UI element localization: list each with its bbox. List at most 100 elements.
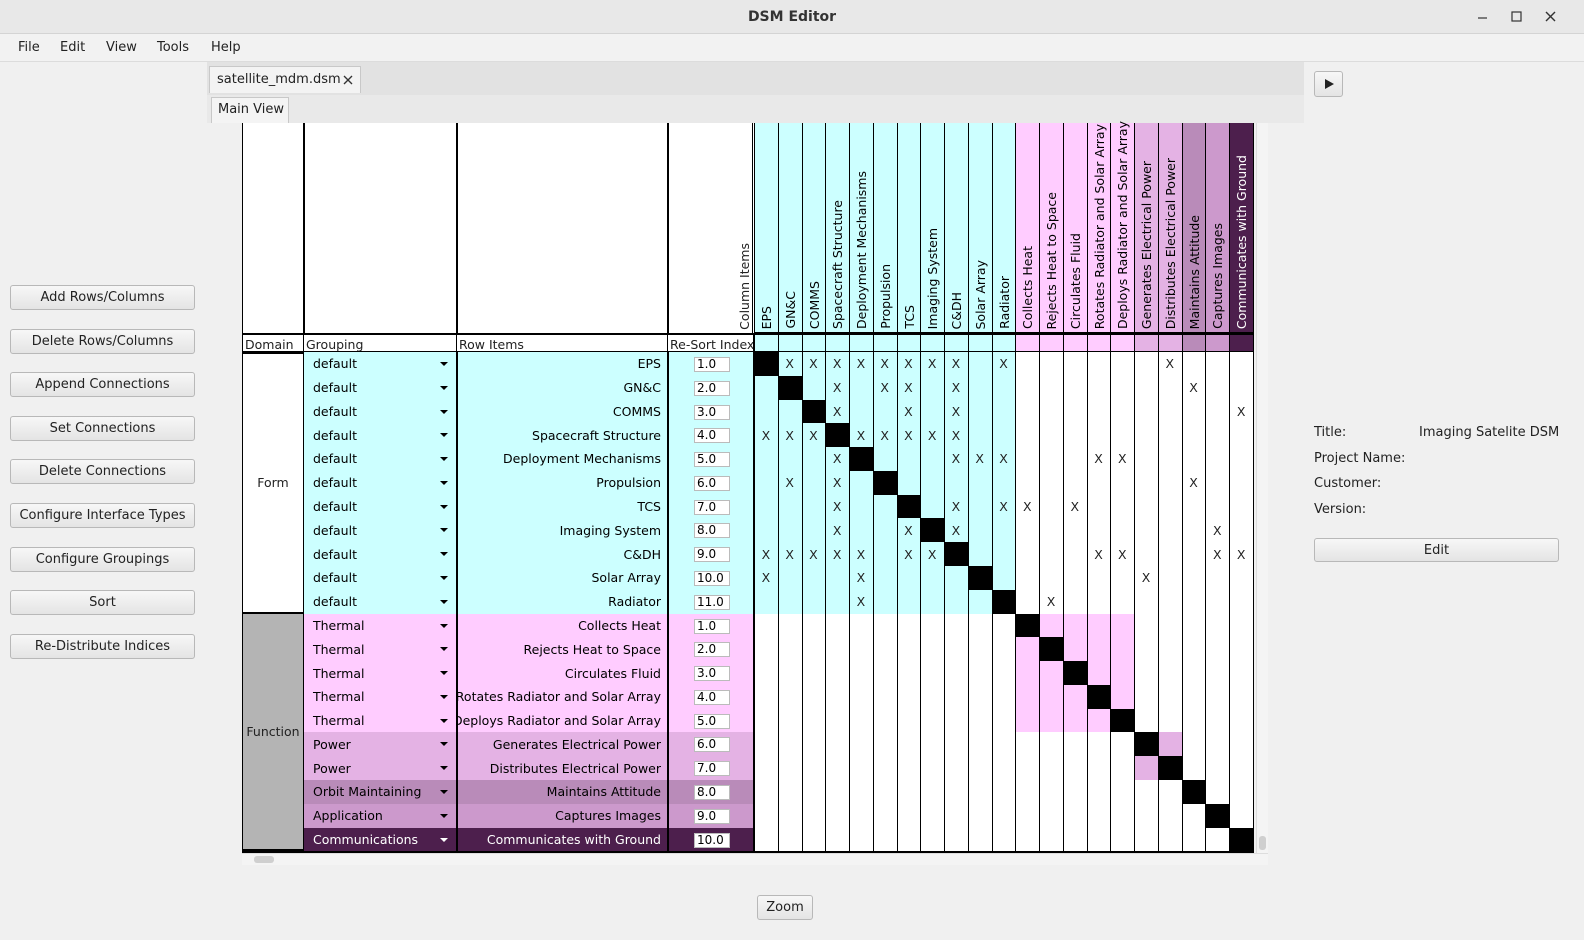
matrix-cell[interactable] <box>991 494 1017 520</box>
matrix-cell[interactable] <box>1205 494 1231 520</box>
matrix-cell[interactable] <box>872 470 898 496</box>
matrix-cell[interactable] <box>1229 684 1254 710</box>
matrix-cell[interactable] <box>920 542 946 567</box>
matrix-cell[interactable] <box>1157 399 1183 425</box>
matrix-cell[interactable] <box>1039 589 1064 615</box>
matrix-cell[interactable] <box>872 423 898 449</box>
matrix-cell[interactable] <box>849 780 874 805</box>
matrix-cell[interactable] <box>1134 661 1159 686</box>
window-controls[interactable] <box>1470 8 1570 26</box>
matrix-cell[interactable] <box>1039 399 1064 425</box>
matrix-cell[interactable] <box>1229 423 1254 449</box>
grouping-dropdown[interactable]: Thermal <box>304 708 457 734</box>
matrix-cell[interactable] <box>896 470 922 496</box>
matrix-cell[interactable] <box>1015 732 1041 758</box>
matrix-cell[interactable] <box>849 494 874 520</box>
matrix-cell[interactable] <box>1062 494 1088 520</box>
matrix-cell[interactable] <box>1205 399 1231 425</box>
matrix-cell[interactable] <box>967 613 993 639</box>
matrix-cell[interactable] <box>1134 375 1159 401</box>
grouping-dropdown[interactable]: default <box>304 589 457 615</box>
matrix-cell[interactable] <box>1110 352 1136 377</box>
matrix-cell[interactable] <box>896 637 922 663</box>
index-input[interactable]: 6.0 <box>694 737 730 753</box>
matrix-cell[interactable] <box>967 352 993 377</box>
matrix-cell[interactable] <box>1086 470 1112 496</box>
matrix-cell[interactable] <box>825 780 851 805</box>
matrix-cell[interactable] <box>1157 494 1183 520</box>
matrix-cell[interactable] <box>801 708 827 734</box>
matrix-cell[interactable] <box>777 637 803 663</box>
matrix-cell[interactable] <box>896 423 922 449</box>
matrix-cell[interactable] <box>872 803 898 829</box>
matrix-cell[interactable] <box>849 684 874 710</box>
menu-item[interactable]: Tools <box>157 40 190 55</box>
matrix-cell[interactable] <box>849 399 874 425</box>
matrix-cell[interactable] <box>777 661 803 686</box>
matrix-cell[interactable] <box>920 661 946 686</box>
menu-item[interactable]: Help <box>211 40 241 55</box>
matrix-cell[interactable] <box>777 732 803 758</box>
matrix-cell[interactable] <box>1086 589 1112 615</box>
matrix-cell[interactable] <box>920 423 946 449</box>
matrix-cell[interactable] <box>1086 732 1112 758</box>
grouping-dropdown[interactable]: default <box>304 399 457 425</box>
matrix-cell[interactable] <box>1039 494 1064 520</box>
matrix-cell[interactable] <box>1039 684 1064 710</box>
matrix-cell[interactable] <box>1110 827 1136 853</box>
menu-item[interactable]: File <box>18 40 40 55</box>
matrix-cell[interactable] <box>944 447 969 472</box>
matrix-cell[interactable] <box>872 708 898 734</box>
matrix-cell[interactable] <box>777 827 803 853</box>
matrix-cell[interactable] <box>896 780 922 805</box>
matrix-cell[interactable] <box>1134 684 1159 710</box>
matrix-cell[interactable] <box>1205 661 1231 686</box>
matrix-cell[interactable] <box>1134 803 1159 829</box>
matrix-cell[interactable] <box>920 518 946 544</box>
matrix-cell[interactable] <box>825 423 851 449</box>
matrix-cell[interactable] <box>801 661 827 686</box>
matrix-cell[interactable] <box>825 518 851 544</box>
matrix-cell[interactable] <box>1205 708 1231 734</box>
matrix-cell[interactable] <box>801 494 827 520</box>
matrix-cell[interactable] <box>991 827 1017 853</box>
matrix-cell[interactable] <box>1039 803 1064 829</box>
matrix-cell[interactable] <box>754 518 779 544</box>
matrix-cell[interactable] <box>801 780 827 805</box>
matrix-cell[interactable] <box>1134 542 1159 567</box>
index-input[interactable]: 3.0 <box>694 666 730 682</box>
grouping-dropdown[interactable]: default <box>304 566 457 591</box>
matrix-cell[interactable] <box>1181 423 1207 449</box>
matrix-cell[interactable] <box>1157 470 1183 496</box>
matrix-cell[interactable] <box>1086 494 1112 520</box>
matrix-cell[interactable] <box>1181 589 1207 615</box>
matrix-cell[interactable] <box>944 375 969 401</box>
matrix-cell[interactable] <box>1110 566 1136 591</box>
grouping-dropdown[interactable]: Power <box>304 732 457 758</box>
grouping-dropdown[interactable]: default <box>304 494 457 520</box>
grouping-dropdown[interactable]: Thermal <box>304 684 457 710</box>
matrix-cell[interactable] <box>1181 566 1207 591</box>
matrix-cell[interactable] <box>920 470 946 496</box>
matrix-cell[interactable] <box>849 756 874 782</box>
matrix-cell[interactable] <box>1181 447 1207 472</box>
matrix-cell[interactable] <box>991 756 1017 782</box>
matrix-cell[interactable] <box>801 399 827 425</box>
grouping-dropdown[interactable]: default <box>304 447 457 472</box>
run-button[interactable] <box>1314 71 1343 97</box>
matrix-cell[interactable] <box>1134 447 1159 472</box>
matrix-cell[interactable] <box>1134 518 1159 544</box>
matrix-cell[interactable] <box>920 732 946 758</box>
index-input[interactable]: 9.0 <box>694 808 730 824</box>
matrix-cell[interactable] <box>872 352 898 377</box>
matrix-cell[interactable] <box>1181 637 1207 663</box>
index-input[interactable]: 8.0 <box>694 785 730 801</box>
matrix-cell[interactable] <box>1062 447 1088 472</box>
matrix-cell[interactable] <box>1039 375 1064 401</box>
matrix-cell[interactable] <box>1062 399 1088 425</box>
matrix-cell[interactable] <box>777 542 803 567</box>
matrix-cell[interactable] <box>1157 780 1183 805</box>
matrix-cell[interactable] <box>944 399 969 425</box>
matrix-cell[interactable] <box>872 732 898 758</box>
matrix-cell[interactable] <box>1086 756 1112 782</box>
